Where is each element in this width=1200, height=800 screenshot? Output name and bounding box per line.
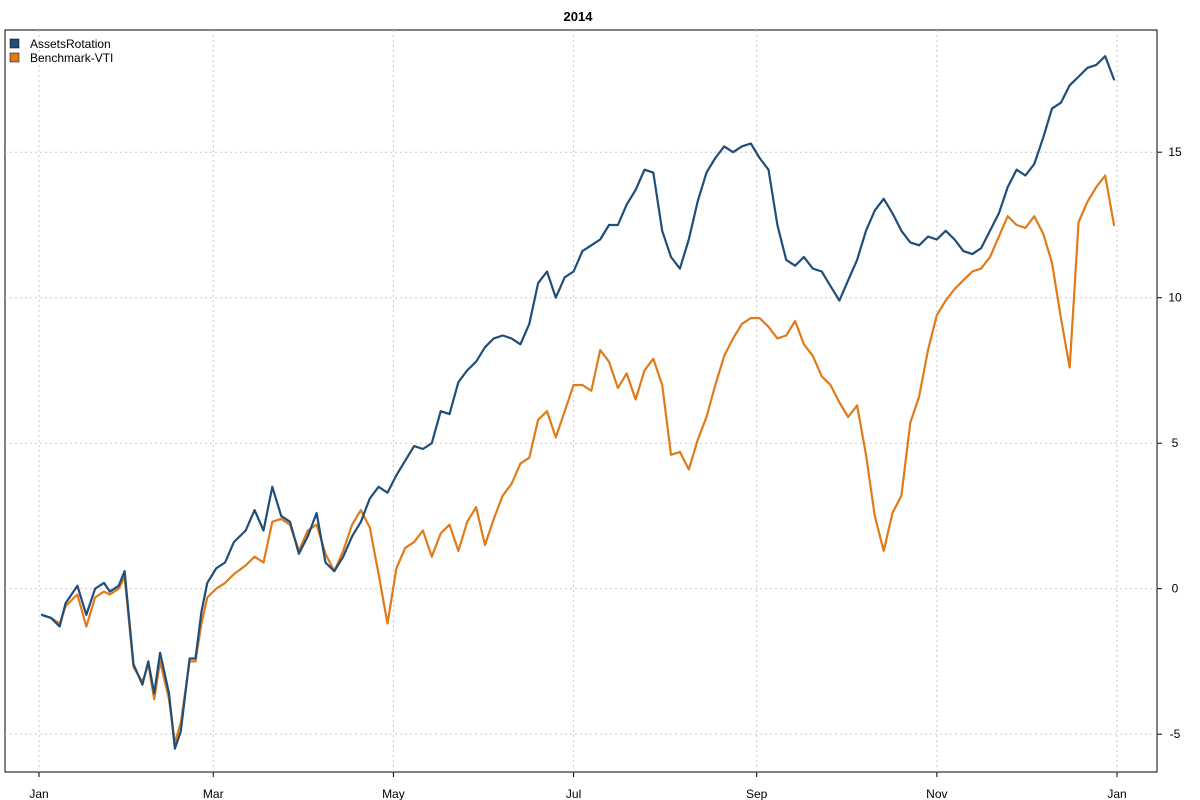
- legend-swatch-assetsrotation: [9, 38, 20, 49]
- x-tick-label: Mar: [203, 787, 224, 800]
- axes: Jan Mar May Jul Sep Nov Jan -5 0 5 10 15: [29, 145, 1182, 800]
- x-tick-label: Jan: [1107, 787, 1126, 800]
- x-tick-label: Sep: [746, 787, 768, 800]
- x-tick-label: Jul: [566, 787, 581, 800]
- series-line-assetsrotation: [40, 55, 1116, 750]
- legend-swatch-benchmark-vti: [9, 52, 20, 63]
- legend-label-assetsrotation: AssetsRotation: [30, 37, 111, 51]
- legend-label-benchmark-vti: Benchmark-VTI: [30, 51, 113, 65]
- legend: AssetsRotation Benchmark-VTI: [9, 37, 113, 65]
- y-tick-label: 0: [1172, 582, 1179, 596]
- y-tick-label: 5: [1172, 436, 1179, 450]
- y-tick-label: 15: [1168, 145, 1182, 159]
- grid: [5, 30, 1157, 772]
- x-tick-label: May: [382, 787, 405, 800]
- series-lines: [40, 55, 1116, 750]
- x-tick-label: Jan: [29, 787, 48, 800]
- chart-title: 2014: [564, 9, 594, 24]
- y-tick-label: -5: [1170, 727, 1181, 741]
- x-tick-label: Nov: [926, 787, 947, 800]
- plot-frame: [4, 29, 1158, 773]
- y-tick-label: 10: [1168, 291, 1182, 305]
